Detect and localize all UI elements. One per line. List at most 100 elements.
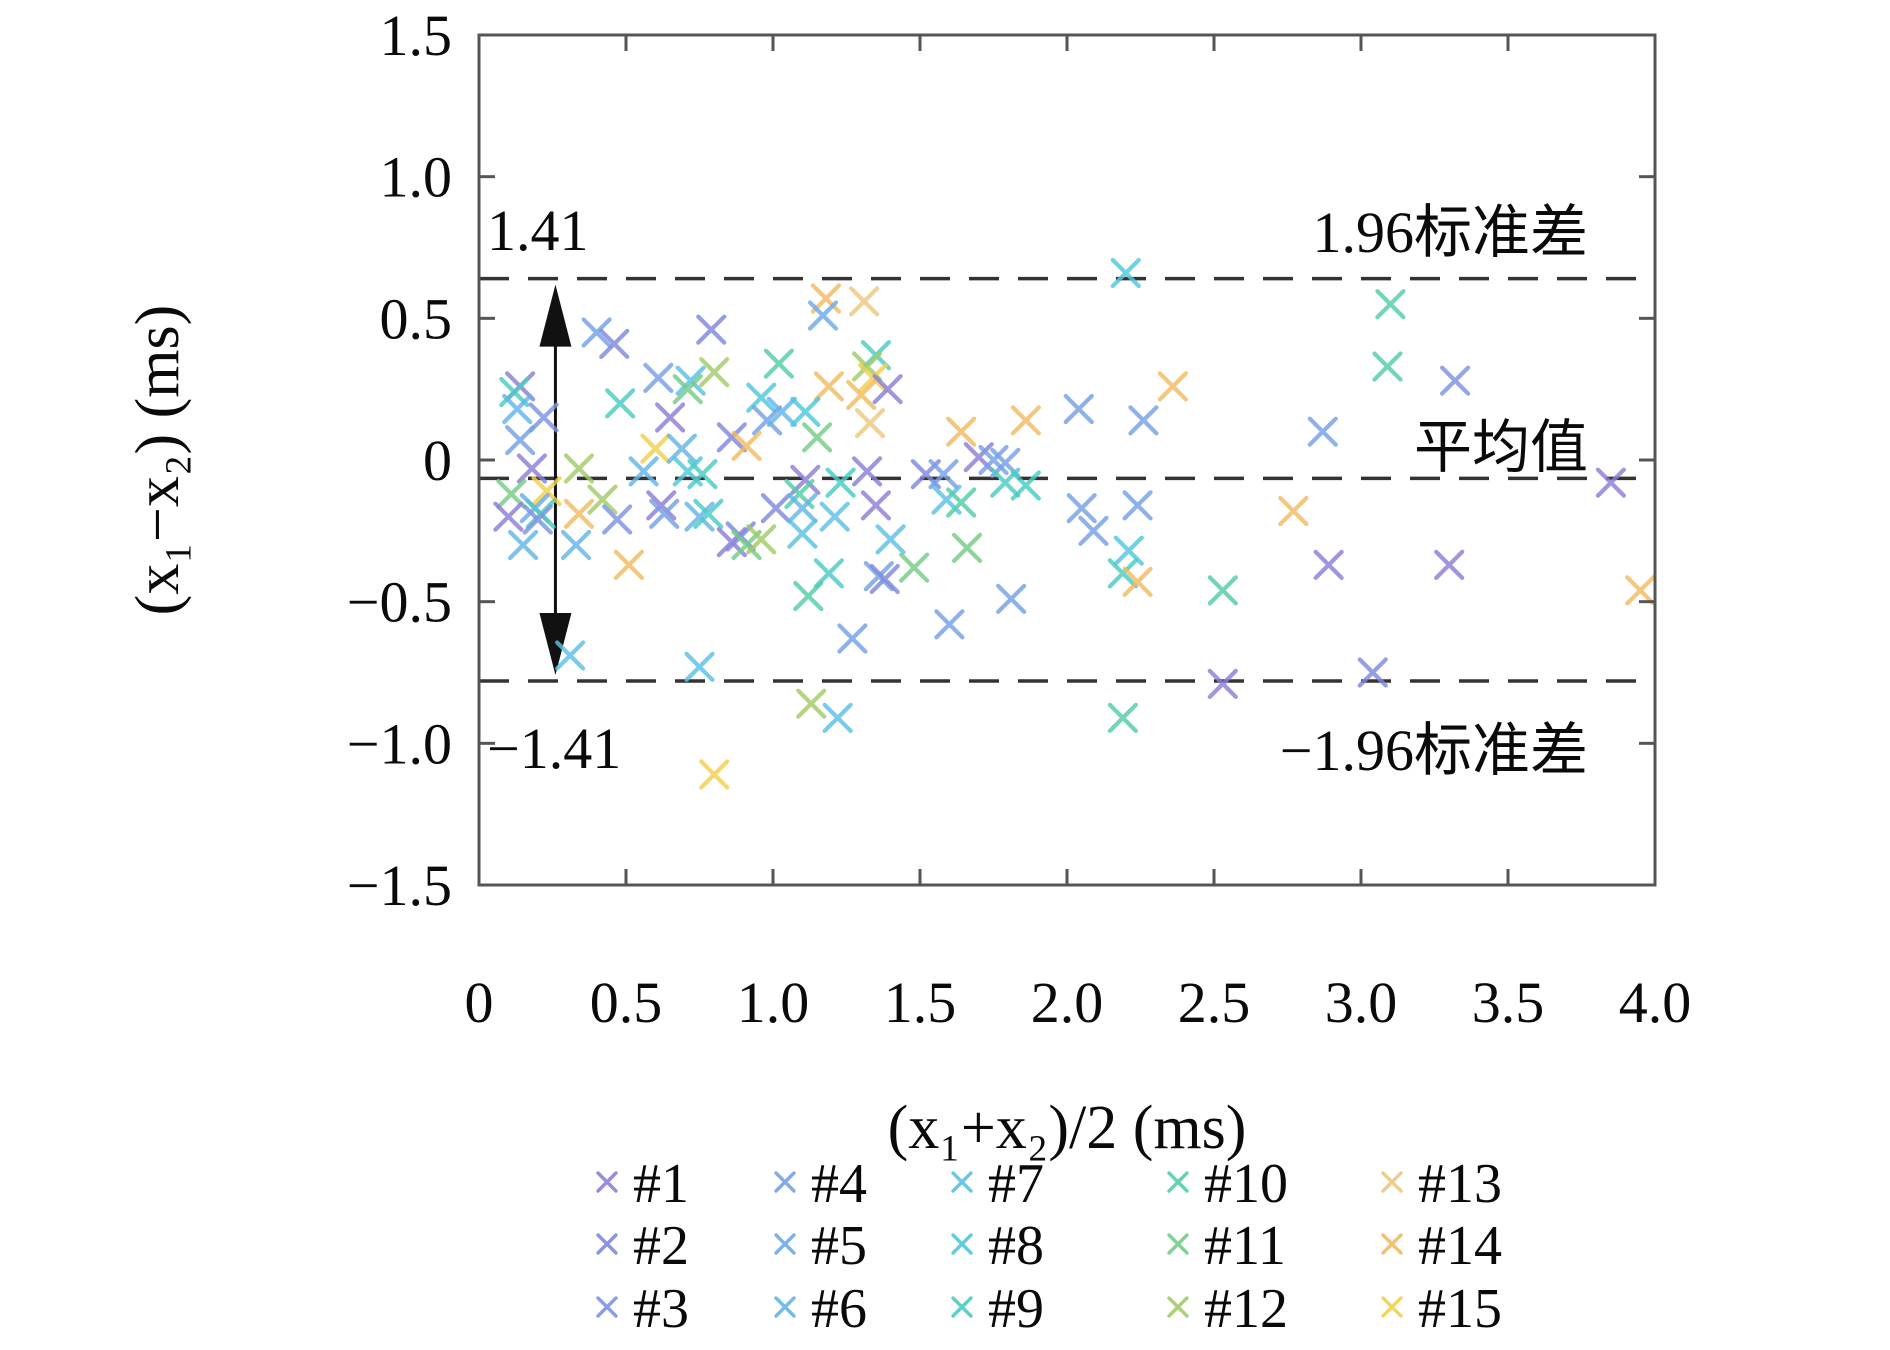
scatter-point bbox=[1128, 405, 1159, 436]
legend-marker-icon bbox=[774, 1233, 796, 1255]
scatter-point bbox=[599, 328, 630, 359]
y-tick-label: 0 bbox=[423, 428, 452, 493]
legend-item-label: #13 bbox=[1418, 1153, 1502, 1215]
scatter-point bbox=[763, 348, 794, 379]
scatter-point bbox=[1375, 289, 1406, 320]
scatter-point bbox=[581, 317, 612, 348]
scatter-point bbox=[1122, 566, 1153, 597]
legend-item-label: #9 bbox=[988, 1278, 1044, 1340]
scatter-point bbox=[1066, 493, 1097, 524]
scatter-point bbox=[613, 549, 645, 580]
scatter-point bbox=[1122, 490, 1153, 521]
scatter-point bbox=[587, 484, 618, 515]
x-tick-label: 1.0 bbox=[737, 970, 810, 1035]
scatter-point bbox=[854, 408, 886, 439]
scatter-point bbox=[752, 405, 783, 436]
scatter-point bbox=[1157, 371, 1188, 402]
scatter-point bbox=[746, 524, 777, 555]
y-tick-label: 0.5 bbox=[380, 286, 453, 351]
scatter-point bbox=[813, 371, 844, 402]
scatter-point bbox=[528, 402, 559, 433]
tick-labels-layer: 0 0.5 1.0 1.5 2.0 2.5 3.0 3.5 4.0 1.5 1.0 0.5 0 −0.5 −… bbox=[347, 3, 1691, 1035]
legend-marker-icon bbox=[951, 1296, 973, 1318]
scatter-point bbox=[1595, 467, 1626, 498]
legend-marker-icon bbox=[1381, 1233, 1403, 1255]
scatter-point bbox=[502, 393, 533, 425]
scatter-point bbox=[851, 456, 883, 487]
scatter-point bbox=[696, 314, 727, 345]
scatter-point bbox=[602, 504, 633, 535]
legend-item-label: #15 bbox=[1418, 1278, 1502, 1340]
legend-item-label: #7 bbox=[988, 1153, 1044, 1215]
legend-marker-icon bbox=[951, 1233, 973, 1255]
scatter-point bbox=[857, 362, 889, 393]
scatter-point bbox=[628, 456, 659, 487]
scatter-point bbox=[946, 416, 977, 447]
x-tick-label: 2.5 bbox=[1178, 970, 1251, 1035]
legend-item-label: #1 bbox=[633, 1153, 689, 1215]
x-tick-label: 0 bbox=[465, 970, 494, 1035]
scatter-point bbox=[766, 396, 797, 427]
scatter-point bbox=[849, 286, 880, 317]
legend-marker-icon bbox=[1167, 1233, 1189, 1255]
legend-item-label: #4 bbox=[811, 1153, 867, 1215]
scatter-point bbox=[563, 453, 595, 484]
y-axis-title: (x₁−x₂) (ms) bbox=[124, 305, 192, 616]
scatter-point bbox=[555, 640, 586, 671]
scatter-point bbox=[1110, 257, 1141, 289]
scatter-point bbox=[760, 493, 792, 524]
span-arrow-head-down bbox=[539, 613, 572, 675]
scatter-point bbox=[793, 580, 824, 612]
x-tick-label: 4.0 bbox=[1619, 970, 1692, 1035]
scatter-point bbox=[1063, 393, 1094, 425]
scatter-point bbox=[684, 501, 715, 532]
scatter-point bbox=[822, 702, 853, 733]
legend-marker-icon bbox=[951, 1171, 973, 1193]
scatter-point bbox=[640, 433, 671, 464]
x-tick-label: 1.5 bbox=[884, 970, 957, 1035]
scatter-point bbox=[872, 374, 903, 405]
legend-marker-icon bbox=[1381, 1171, 1403, 1193]
scatter-point bbox=[1278, 495, 1309, 527]
scatter-point bbox=[675, 365, 706, 396]
scatter-point bbox=[825, 467, 856, 498]
scatter-point bbox=[687, 459, 718, 490]
scatter-point bbox=[1107, 702, 1138, 733]
x-tick-label: 3.5 bbox=[1472, 970, 1545, 1035]
scatter-point bbox=[796, 688, 827, 719]
scatter-point bbox=[807, 300, 839, 331]
scatter-point bbox=[1625, 575, 1656, 606]
scatter-point bbox=[731, 529, 762, 561]
scatter-point bbox=[1313, 549, 1344, 580]
legend-item-label: #14 bbox=[1418, 1215, 1502, 1277]
scatter-point bbox=[899, 552, 930, 583]
y-tick-label: 1.5 bbox=[380, 3, 453, 68]
scatter-point bbox=[1307, 416, 1338, 447]
scatter-point bbox=[1207, 575, 1238, 606]
scatter-point bbox=[699, 759, 730, 790]
legend-marker-icon bbox=[1381, 1296, 1403, 1318]
scatter-point bbox=[1010, 470, 1041, 501]
scatter-point bbox=[875, 524, 906, 555]
legend-marker-icon bbox=[774, 1296, 796, 1318]
scatter-point bbox=[693, 498, 724, 529]
scatter-point bbox=[522, 504, 553, 535]
scatter-point bbox=[860, 490, 891, 521]
legend-marker-icon bbox=[596, 1296, 618, 1318]
scatter-point bbox=[869, 563, 900, 595]
legend-marker-icon bbox=[1167, 1171, 1189, 1193]
scatter-point bbox=[1010, 405, 1041, 436]
scatter-point bbox=[655, 402, 686, 433]
upper-limit-label: 1.96标准差 bbox=[1312, 200, 1588, 265]
y-tick-label: 1.0 bbox=[380, 145, 453, 210]
scatter-point bbox=[951, 532, 983, 563]
scatter-point bbox=[731, 430, 762, 461]
scatter-point bbox=[684, 651, 715, 682]
x-tick-label: 3.0 bbox=[1325, 970, 1398, 1035]
legend-item-label: #8 bbox=[988, 1215, 1044, 1277]
scatter-point bbox=[1372, 351, 1403, 382]
scatter-point bbox=[560, 529, 592, 561]
legend-marker-icon bbox=[596, 1171, 618, 1193]
scatter-point bbox=[672, 374, 703, 405]
